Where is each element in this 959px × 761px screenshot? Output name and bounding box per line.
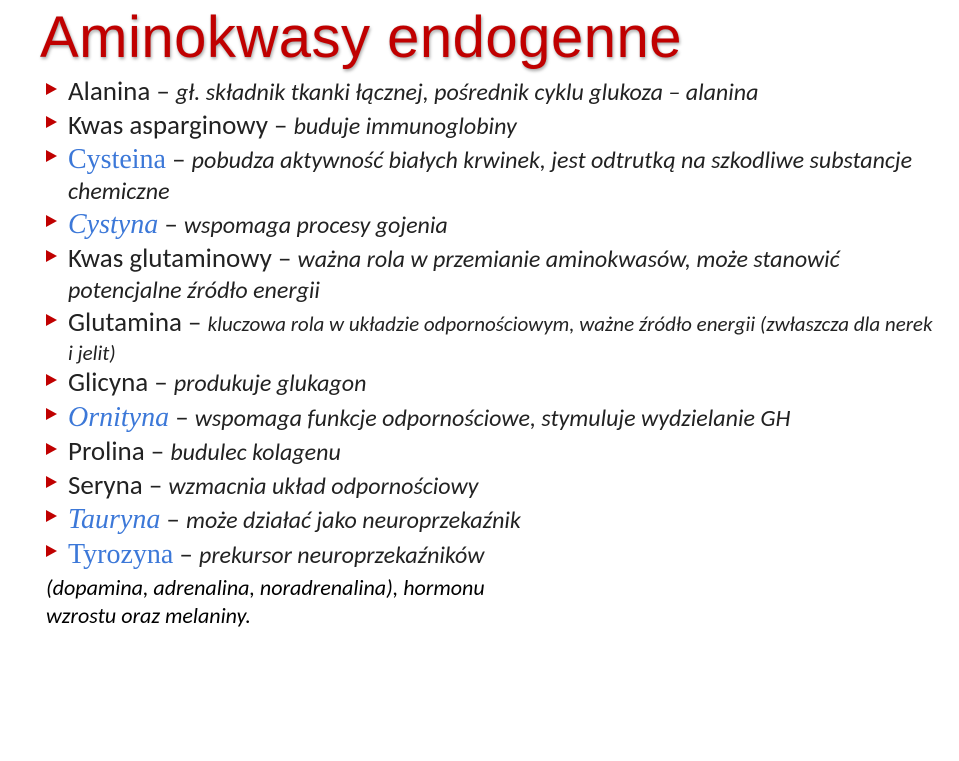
dash: – bbox=[160, 503, 186, 536]
amino-name: Ornityna bbox=[68, 402, 169, 433]
list-item: Cystyna – wspomaga procesy gojenia bbox=[46, 207, 937, 242]
footnote-line: (dopamina, adrenalina, noradrenalina), h… bbox=[46, 574, 485, 601]
amino-name: Seryna bbox=[68, 469, 143, 502]
amino-desc: budulec kolagenu bbox=[170, 438, 340, 467]
amino-name: Prolina bbox=[68, 435, 145, 468]
amino-desc: może działać jako neuroprzekaźnik bbox=[186, 506, 521, 535]
list-item: Ornityna – wspomaga funkcje odpornościow… bbox=[46, 400, 937, 435]
dash: – bbox=[143, 469, 169, 502]
amino-desc: prekursor neuroprzekaźników bbox=[199, 541, 484, 570]
list-item: Seryna – wzmacnia układ odpornościowy bbox=[46, 469, 937, 503]
amino-list: Alanina – gł. składnik tkanki łącznej, p… bbox=[40, 75, 937, 573]
amino-desc: gł. składnik tkanki łącznej, pośrednik c… bbox=[176, 78, 759, 107]
dash: – bbox=[145, 435, 171, 468]
list-item: Alanina – gł. składnik tkanki łącznej, p… bbox=[46, 75, 937, 109]
amino-desc: wspomaga procesy gojenia bbox=[184, 211, 448, 240]
amino-name: Glicyna bbox=[68, 366, 148, 399]
list-item: Kwas asparginowy – buduje immunoglobiny bbox=[46, 109, 937, 143]
amino-name: Tyrozyna bbox=[68, 539, 173, 570]
amino-name: Cysteina bbox=[68, 144, 166, 175]
dash: – bbox=[173, 538, 199, 571]
list-item: Kwas glutaminowy – ważna rola w przemian… bbox=[46, 242, 937, 306]
dash: – bbox=[166, 143, 192, 176]
list-item: Tyrozyna – prekursor neuroprzekaźników bbox=[46, 537, 937, 572]
amino-name: Kwas glutaminowy bbox=[68, 242, 272, 275]
amino-desc: pobudza aktywność białych krwinek, jest … bbox=[68, 146, 912, 206]
list-item: Cysteina – pobudza aktywność białych krw… bbox=[46, 142, 937, 207]
list-item: Prolina – budulec kolagenu bbox=[46, 435, 937, 469]
dash: – bbox=[158, 208, 184, 241]
list-item: Glicyna – produkuje glukagon bbox=[46, 366, 937, 400]
dash: – bbox=[169, 401, 195, 434]
footnote-line: wzrostu oraz melaniny. bbox=[46, 602, 251, 629]
amino-desc: wspomaga funkcje odpornościowe, stymuluj… bbox=[195, 404, 791, 433]
list-item: Tauryna – może działać jako neuroprzekaź… bbox=[46, 502, 937, 537]
amino-name: Kwas asparginowy bbox=[68, 109, 268, 142]
dash: – bbox=[150, 75, 176, 108]
amino-desc: wzmacnia układ odpornościowy bbox=[168, 472, 478, 501]
slide-title: Aminokwasy endogenne bbox=[40, 8, 937, 69]
dash: – bbox=[272, 242, 298, 275]
slide-container: Aminokwasy endogenne Alanina – gł. skład… bbox=[0, 0, 959, 761]
footnote: (dopamina, adrenalina, noradrenalina), h… bbox=[40, 574, 937, 629]
dash: – bbox=[148, 366, 174, 399]
amino-desc: produkuje glukagon bbox=[174, 369, 367, 398]
dash: – bbox=[182, 306, 208, 339]
amino-name: Glutamina bbox=[68, 306, 182, 339]
amino-desc: buduje immunoglobiny bbox=[294, 112, 517, 141]
list-item: Glutamina – kluczowa rola w układzie odp… bbox=[46, 306, 937, 366]
amino-name: Cystyna bbox=[68, 209, 158, 240]
dash: – bbox=[268, 109, 294, 142]
amino-name: Alanina bbox=[68, 75, 150, 108]
amino-name: Tauryna bbox=[68, 504, 160, 535]
